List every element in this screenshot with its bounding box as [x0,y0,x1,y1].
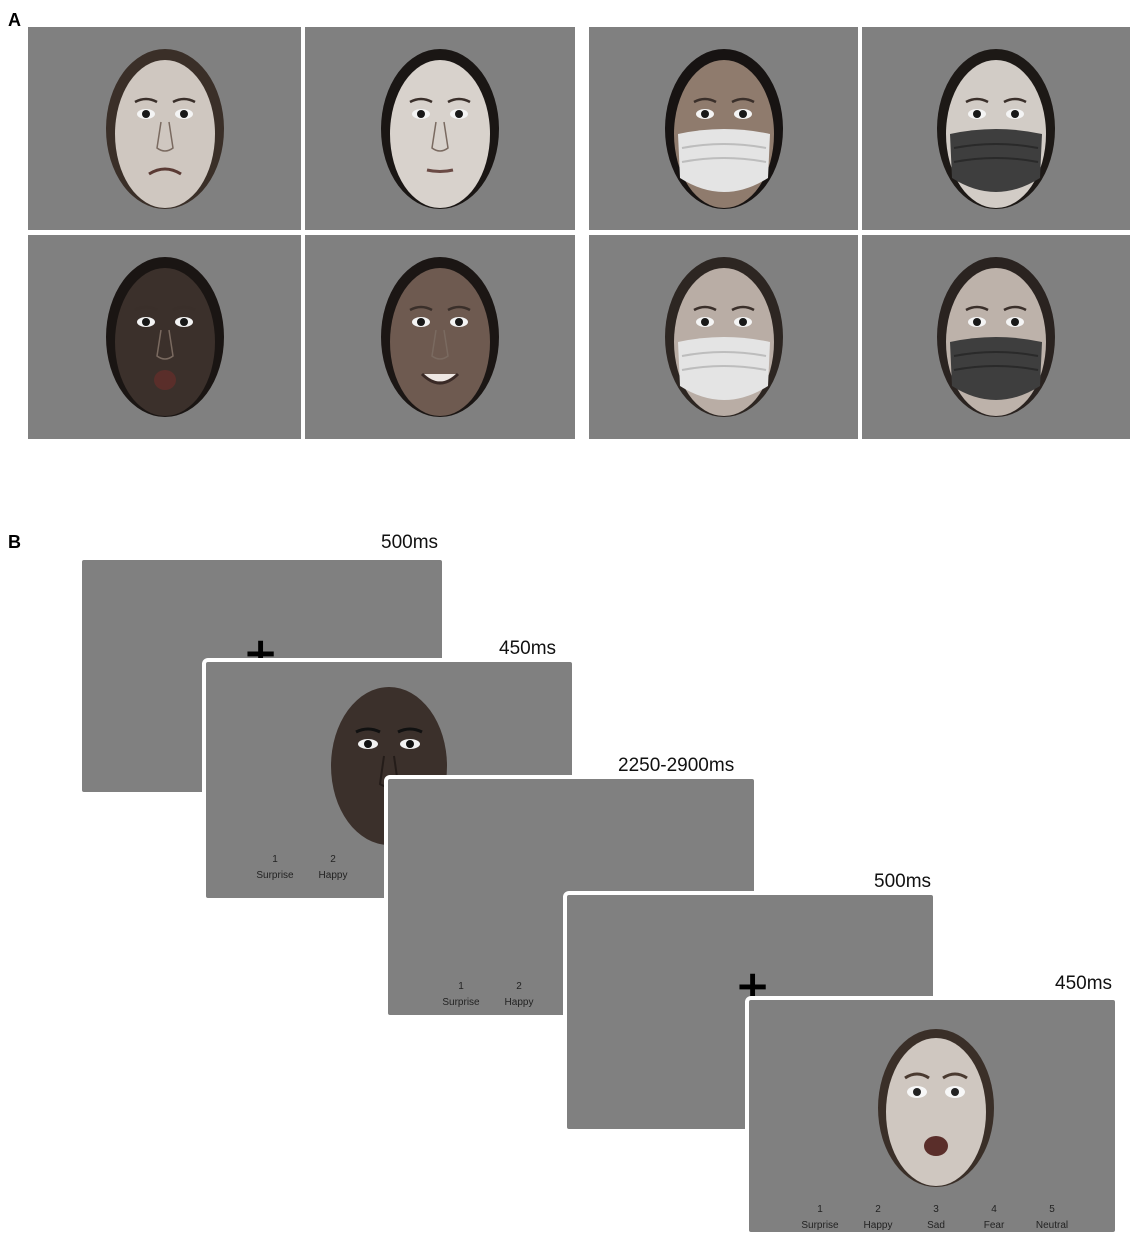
face-image-icon [937,48,1055,209]
stimulus-cell-female-masked-white [589,27,858,230]
duration-label-fixation-2: 500ms [874,871,932,892]
face-stimulus [936,48,1056,210]
face-image-icon [381,257,499,417]
face-image-icon [664,48,783,209]
face-image-icon [664,257,783,417]
duration-label-stimulus-1: 450ms [499,638,557,659]
face-stimulus [105,48,225,210]
duration-label-stimulus-2: 450ms [1055,973,1113,994]
response-option: 5 Neutral [1035,1204,1069,1231]
face-stimulus [936,256,1056,418]
response-option: 3 Sad [927,1204,945,1231]
stimulus-cell-male-happy [305,235,575,439]
panel-a-label: A [8,10,21,30]
response-option: 1 Surprise [256,854,294,881]
face-image-icon [381,48,499,209]
face-stimulus [380,256,500,418]
response-options: 1 Surprise 2 Happy [246,852,362,884]
face-image-icon [105,257,224,417]
trial-frame-stimulus-2: 1 Surprise 2 Happy 3 Sad 4 Fear 5 Neutral [745,996,1119,1236]
face-image-icon [878,1029,994,1187]
stimulus-cell-female-neutral [305,27,575,230]
face-image-icon [105,48,224,209]
duration-label-fixation-1: 500ms [381,532,439,553]
face-stimulus [380,48,500,210]
stimulus-cell-male-masked-dark [862,235,1130,439]
stimulus-cell-male-masked-white [589,235,858,439]
stimulus-cell-male-surprise [28,235,301,439]
stimulus-face [877,1028,995,1193]
response-option: 2 Happy [318,854,348,881]
face-stimulus [664,256,784,418]
face-stimulus [664,48,784,210]
response-option: 1 Surprise [801,1204,839,1231]
panel-b-label: B [8,532,21,552]
stimulus-cell-female-masked-dark [862,27,1130,230]
stimulus-cell-female-fear [28,27,301,230]
response-option: 2 Happy [863,1204,893,1231]
face-stimulus [105,256,225,418]
duration-label-blank: 2250-2900ms [618,755,735,776]
response-option: 4 Fear [983,1204,1005,1231]
response-option: 1 Surprise [442,981,480,1008]
response-options: 1 Surprise 2 Happy [432,979,548,1011]
response-options: 1 Surprise 2 Happy 3 Sad 4 Fear 5 Neutral [791,1202,1081,1232]
response-option: 2 Happy [504,981,534,1008]
face-image-icon [937,257,1055,417]
